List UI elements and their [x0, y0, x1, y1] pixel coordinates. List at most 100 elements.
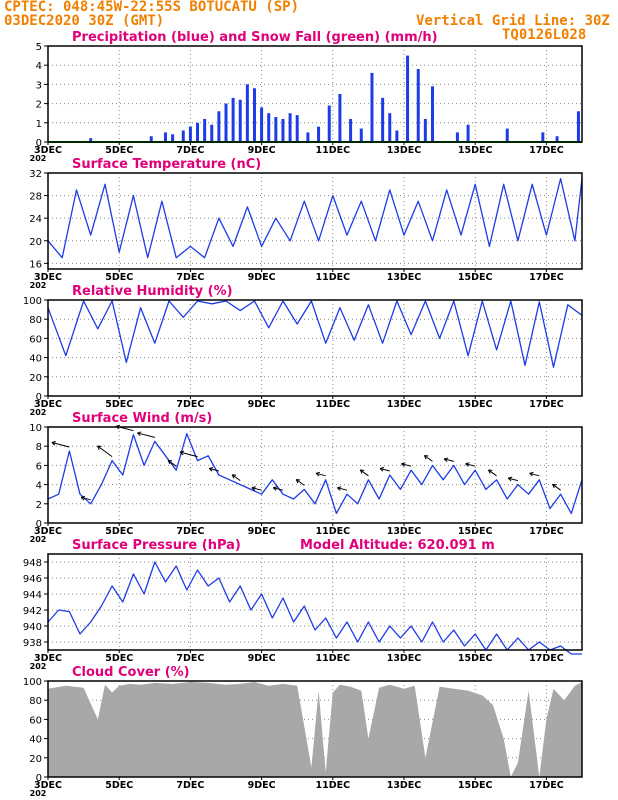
wind-arrow-head: [137, 431, 142, 437]
wind-arrow-shaft: [401, 463, 412, 467]
press-xtick-label: 17DEC: [529, 653, 564, 664]
grid-line-note: Vertical Grid Line: 30Z: [416, 13, 610, 29]
wind-arrow-shaft: [80, 496, 91, 501]
wind-arrow-head: [179, 450, 185, 456]
temp-ytick-label: 16: [29, 259, 42, 270]
cloud-xtick-label: 17DEC: [529, 780, 564, 791]
precip-bar: [149, 136, 153, 142]
wind-arrow-head: [359, 469, 365, 474]
wind-arrow-head: [167, 459, 173, 465]
temp-xtick-label: 7DEC: [176, 272, 204, 283]
wind-arrow-shaft: [251, 487, 262, 491]
wind-ytick-label: 6: [36, 461, 42, 472]
precip-bar: [171, 134, 175, 142]
wind-arrow-head: [529, 471, 534, 477]
rh-ytick-label: 100: [23, 296, 42, 307]
wind-arrow-head: [231, 474, 237, 479]
cloud-cover-area: [48, 682, 582, 777]
precip-bar: [281, 118, 285, 142]
rh-ytick-label: 40: [29, 354, 42, 365]
wind-arrow-head: [295, 479, 301, 484]
press-xtick-label: 7DEC: [176, 653, 204, 664]
cloud-xtick-label: 3DEC: [34, 780, 62, 791]
cloud-ytick-label: 20: [29, 754, 42, 765]
precip-xtick-label: 15DEC: [458, 145, 493, 156]
precip-ytick-label: 2: [36, 100, 42, 111]
wind-arrow-shaft: [465, 463, 476, 467]
press-ytick-label: 942: [23, 606, 42, 617]
wind-xtick-label: 3DEC: [34, 526, 62, 537]
wind-arrow-shaft: [231, 474, 241, 482]
wind-arrow-head: [552, 483, 557, 489]
cloud-year-label: 202: [30, 789, 47, 798]
wind-xtick-label: 9DEC: [248, 526, 276, 537]
wind-arrow-shaft: [315, 472, 326, 477]
rh-xtick-label: 3DEC: [34, 399, 62, 410]
wind-xtick-label: 15DEC: [458, 526, 493, 537]
rh-ytick-label: 0: [36, 392, 42, 403]
wind-arrow-shaft: [379, 468, 390, 472]
rh-ytick-label: 60: [29, 334, 42, 345]
rh-ytick-label: 80: [29, 315, 42, 326]
precip-bar: [327, 105, 331, 142]
precip-plot-border: [47, 45, 583, 143]
wind-arrow-head: [488, 469, 493, 474]
temp-xtick-label: 11DEC: [316, 272, 351, 283]
temp-xtick-label: 5DEC: [105, 272, 133, 283]
wind-speed-line: [47, 433, 583, 515]
precip-ytick-label: 4: [36, 61, 42, 72]
precip-bar: [217, 111, 221, 142]
wind-arrow-shaft: [51, 442, 70, 448]
wind-arrow-shaft: [444, 458, 454, 462]
wind-ytick-label: 8: [36, 442, 42, 453]
precip-bar: [430, 86, 434, 142]
precip-bar: [89, 138, 93, 142]
precip-bar: [196, 122, 200, 142]
wind-arrow-shaft: [424, 455, 433, 462]
temp-xtick-label: 3DEC: [34, 272, 62, 283]
wind-arrow-head: [208, 467, 214, 472]
temp-ytick-label: 24: [29, 214, 42, 225]
pressure-line: [47, 561, 582, 655]
press-year-label: 202: [30, 662, 47, 671]
rh-xtick-label: 15DEC: [458, 399, 493, 410]
cloud-ytick-label: 40: [29, 735, 42, 746]
precip-bar: [423, 118, 427, 142]
cloud-xtick-label: 11DEC: [316, 780, 351, 791]
cloud-ytick-label: 0: [36, 773, 42, 784]
cloud-xtick-label: 15DEC: [458, 780, 493, 791]
precip-bar: [381, 97, 385, 142]
rh-xtick-label: 5DEC: [105, 399, 133, 410]
wind-arrow-head: [423, 455, 429, 460]
precip-bar: [338, 94, 342, 142]
wind-arrow-head: [272, 486, 278, 491]
wind-arrow-head: [80, 495, 86, 501]
precip-bar: [210, 124, 214, 142]
precip-bar: [505, 128, 509, 142]
wind-xtick-label: 11DEC: [316, 526, 351, 537]
rh-xtick-label: 11DEC: [316, 399, 351, 410]
run-date-header: 03DEC2020 30Z (GMT): [4, 13, 165, 29]
temp-year-label: 202: [30, 281, 47, 290]
wind-arrow-shaft: [508, 477, 519, 482]
wind-arrow-head: [465, 462, 470, 467]
precip-ytick-label: 5: [36, 42, 42, 53]
press-ytick-label: 938: [23, 638, 42, 649]
temp-ytick-label: 32: [29, 169, 42, 180]
wind-xtick-label: 13DEC: [387, 526, 422, 537]
precip-bar: [238, 99, 242, 142]
temp-panel-title: Surface Temperature (nC): [72, 157, 262, 172]
precip-bar: [349, 118, 353, 142]
precip-bar: [576, 111, 580, 142]
rh-xtick-label: 13DEC: [387, 399, 422, 410]
press-xtick-label: 5DEC: [105, 653, 133, 664]
press-xtick-label: 3DEC: [34, 653, 62, 664]
temp-ytick-label: 28: [29, 192, 42, 203]
wind-year-label: 202: [30, 535, 47, 544]
cloud-xtick-label: 13DEC: [387, 780, 422, 791]
wind-arrow-shaft: [97, 445, 113, 458]
precip-bar: [231, 97, 235, 142]
precip-xtick-label: 3DEC: [34, 145, 62, 156]
wind-arrow-head: [379, 467, 385, 472]
precip-bar: [541, 132, 545, 142]
